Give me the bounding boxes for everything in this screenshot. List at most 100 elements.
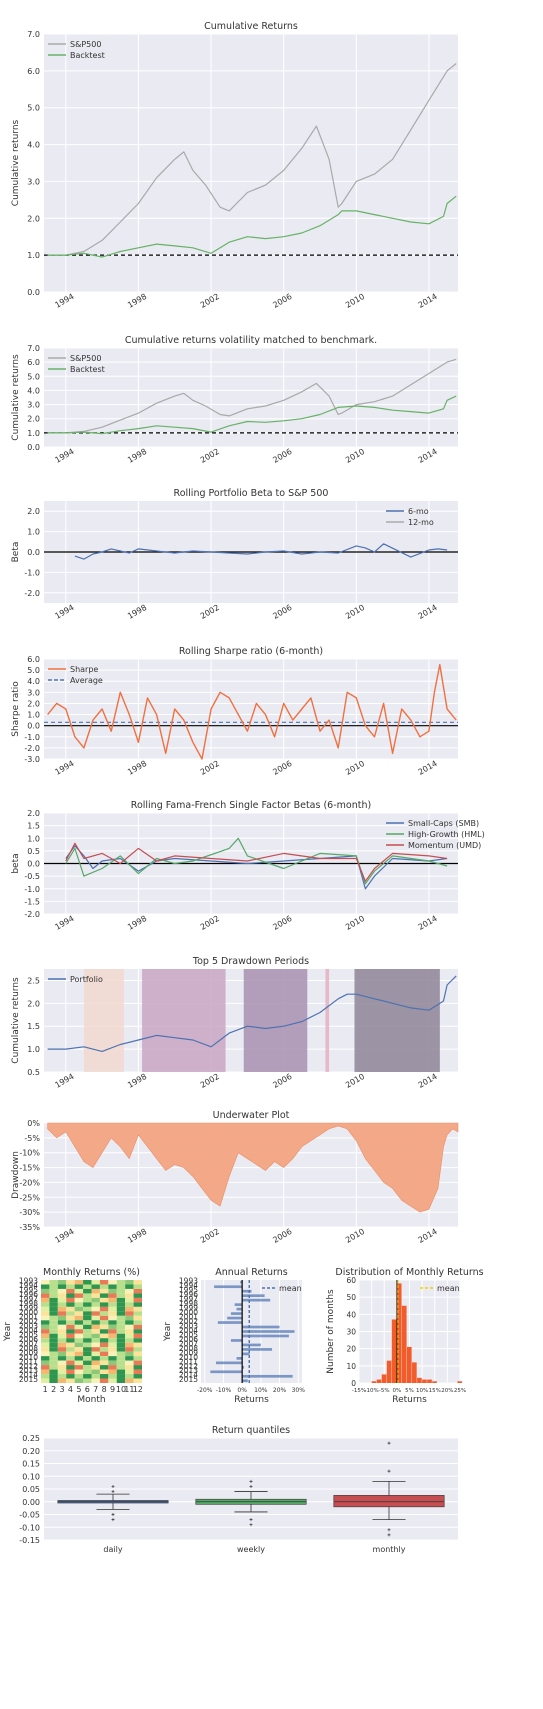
- heatmap-cell: [49, 1324, 58, 1330]
- sharpe-plot-area: [44, 659, 458, 759]
- heatmap-cell: [116, 1293, 126, 1298]
- heatmap-cell: [83, 1356, 92, 1361]
- heatmap-cell: [83, 1342, 92, 1348]
- annual-year-label: 2012: [179, 1362, 198, 1371]
- heatmap-cell: [41, 1297, 50, 1303]
- heatmap-cell: [133, 1311, 142, 1316]
- heatmap-cell: [125, 1280, 134, 1285]
- heatmap-cell: [66, 1302, 75, 1307]
- heatmap-cell: [99, 1306, 109, 1312]
- ff-ytick-label: 0.5: [27, 847, 40, 856]
- heatmap-cell: [108, 1374, 117, 1379]
- annual-bar: [242, 1294, 265, 1298]
- drawdown-period: [142, 969, 226, 1072]
- heatmap-cell: [74, 1297, 84, 1303]
- beta-ytick-label: 0.0: [27, 548, 40, 557]
- volmatch-ytick-label: 5.0: [27, 372, 40, 381]
- heatmap-cell: [49, 1342, 58, 1348]
- volmatch-plot-area: [44, 348, 458, 447]
- annual-xtick-label: 30%: [292, 1387, 306, 1394]
- underwater-ytick-label: 0%: [27, 1119, 40, 1128]
- ff-ytick-label: 0.0: [27, 860, 40, 869]
- heatmap-cell: [125, 1369, 134, 1375]
- heatmap-cell: [133, 1374, 142, 1379]
- cumret-ytick-label: 1.0: [27, 251, 40, 260]
- heatmap-cell: [57, 1293, 67, 1298]
- heatmap-cell: [133, 1351, 142, 1357]
- dist-ytick-label: 40: [346, 1310, 356, 1319]
- dist-ytick-label: 50: [346, 1293, 356, 1302]
- heatmap-cell: [108, 1293, 117, 1298]
- heatmap-cell: [108, 1365, 117, 1370]
- volmatch-ytick-label: 4.0: [27, 386, 40, 395]
- heatmap-cell: [91, 1311, 100, 1316]
- heatmap-cell: [83, 1302, 92, 1307]
- heatmap-cell: [57, 1320, 67, 1325]
- heatmap-cell: [41, 1360, 50, 1366]
- heatmap-cell: [49, 1369, 58, 1375]
- annual-bar: [242, 1298, 271, 1302]
- legend-label: Momentum (UMD): [408, 841, 481, 850]
- heatmap-cell: [133, 1315, 142, 1321]
- heatmap-cell: [91, 1288, 100, 1294]
- heatmap-cell: [99, 1315, 109, 1321]
- drawdown-ytick-label: 2.0: [27, 999, 40, 1008]
- heatmap-cell: [83, 1329, 92, 1334]
- heatmap-cell: [83, 1369, 92, 1375]
- heatmap-cell: [91, 1351, 100, 1357]
- heatmap-year-label: 1999: [19, 1304, 38, 1313]
- heatmap-cell: [108, 1338, 117, 1343]
- heatmap-year-label: 2015: [19, 1375, 38, 1384]
- drawdown-title: Top 5 Drawdown Periods: [192, 956, 309, 967]
- heatmap-month-label: 4: [68, 1385, 73, 1394]
- heatmap-cell: [91, 1333, 100, 1339]
- heatmap-cell: [41, 1284, 50, 1289]
- heatmap-month-label: 11: [124, 1385, 134, 1394]
- ff-ytick-label: 1.5: [27, 822, 40, 831]
- volmatch-series-line: [47, 395, 457, 435]
- heatmap-cell: [108, 1333, 117, 1339]
- heatmap-cell: [99, 1311, 109, 1316]
- cumret-plot-area: [44, 34, 458, 292]
- sharpe-ytick-label: -2.0: [24, 744, 40, 753]
- heatmap-cell: [108, 1306, 117, 1312]
- heatmap-cell: [116, 1369, 126, 1375]
- heatmap-cell: [74, 1288, 84, 1294]
- heatmap-cell: [83, 1320, 92, 1325]
- annual-xtick-label: 10%: [254, 1387, 268, 1394]
- heatmap-cell: [133, 1342, 142, 1348]
- heatmap-cell: [49, 1338, 58, 1343]
- quantile-flier: [111, 1518, 115, 1522]
- heatmap-cell: [108, 1297, 117, 1303]
- heatmap-cell: [74, 1293, 84, 1298]
- heatmap-year-label: 2008: [19, 1344, 38, 1353]
- drawdown-period: [83, 969, 124, 1072]
- heatmap-cell: [66, 1324, 75, 1330]
- legend-label: High-Growth (HML): [408, 830, 485, 839]
- heatmap-cell: [83, 1280, 92, 1285]
- heatmap-cell: [41, 1365, 50, 1370]
- heatmap-cell: [125, 1293, 134, 1298]
- heatmap-cell: [41, 1342, 50, 1348]
- annual-bar: [242, 1352, 250, 1356]
- heatmap-month-label: 9: [110, 1385, 115, 1394]
- heatmap-cell: [83, 1306, 92, 1312]
- heatmap-cell: [74, 1365, 84, 1370]
- heatmap-cell: [74, 1374, 84, 1379]
- heatmap-cell: [91, 1360, 100, 1366]
- heatmap-cell: [83, 1297, 92, 1303]
- heatmap-cell: [74, 1338, 84, 1343]
- heatmap-month-label: 6: [85, 1385, 90, 1394]
- heatmap-cell: [49, 1329, 58, 1334]
- annual-bar: [234, 1303, 243, 1306]
- annual-year-label: 1997: [179, 1295, 198, 1304]
- heatmap-year-label: 2007: [19, 1339, 38, 1348]
- annual-year-label: 2000: [179, 1308, 198, 1317]
- heatmap-cell: [49, 1365, 58, 1370]
- volmatch-ytick-label: 1.0: [27, 429, 40, 438]
- heatmap-cell: [108, 1320, 117, 1325]
- quantile-flier: [387, 1528, 391, 1532]
- dist-bar: [412, 1362, 417, 1383]
- heatmap-cell: [99, 1369, 109, 1375]
- quantile-flier: [249, 1518, 253, 1522]
